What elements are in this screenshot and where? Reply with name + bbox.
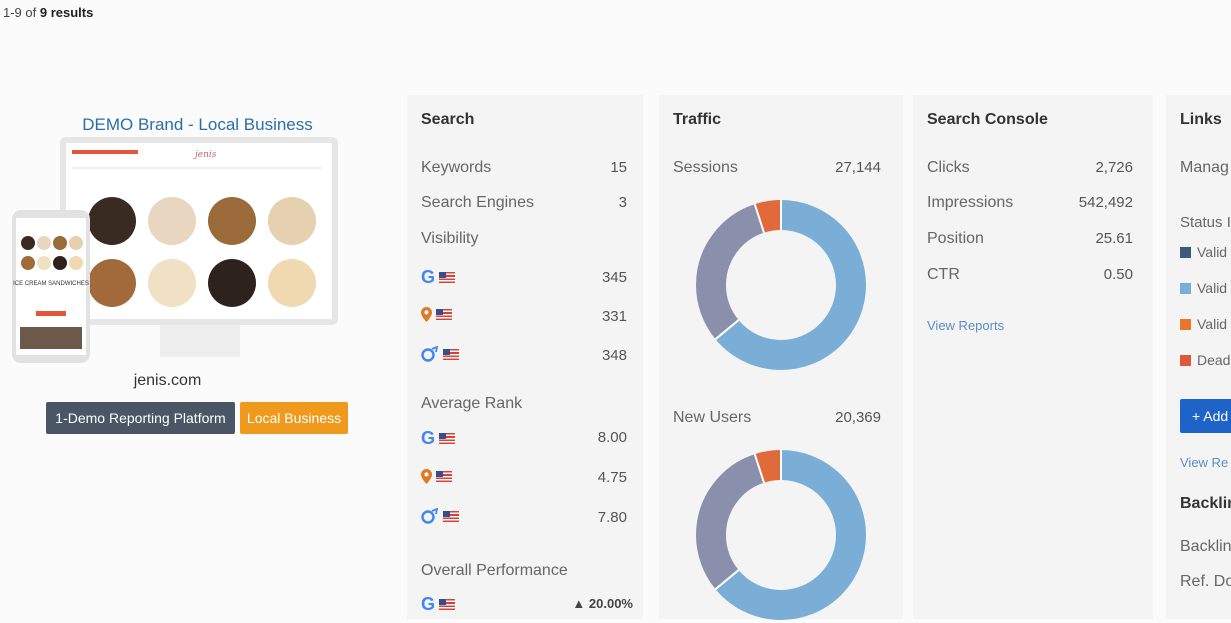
legend-swatch: [1180, 318, 1191, 330]
add-link-button[interactable]: + Add: [1180, 399, 1231, 433]
impressions-value: 542,492: [1078, 194, 1133, 211]
legend-valid-1: Valid: [1180, 244, 1227, 260]
mockup-text: ICE CREAM SANDWICHES: [13, 281, 89, 287]
google-icon: G: [421, 428, 436, 448]
sessions-donut-separator: [714, 319, 740, 340]
search-panel: Search Keywords 15 Search Engines 3 Visi…: [407, 95, 643, 619]
legend-dead: Dead: [1180, 352, 1230, 368]
google-icon: G: [421, 267, 436, 287]
backlinks-title: Backlin: [1180, 495, 1231, 512]
view-reports-link[interactable]: View Reports: [927, 318, 1005, 333]
impressions-label: Impressions: [927, 194, 1014, 211]
brand-title-link[interactable]: DEMO Brand - Local Business: [82, 115, 313, 134]
tag-local-business[interactable]: Local Business: [240, 402, 348, 434]
new-users-label: New Users: [673, 409, 752, 426]
status-label: Status I: [1180, 214, 1231, 231]
visibility-maps-row: [421, 307, 452, 322]
rank-google-value: 8.00: [597, 429, 627, 446]
us-flag-icon: [439, 433, 456, 444]
search-engines-label: Search Engines: [421, 194, 534, 211]
visibility-google-row: G: [421, 267, 456, 288]
rank-mobile-value: 7.80: [597, 509, 627, 526]
svg-text:jenis: jenis: [193, 150, 217, 160]
keywords-label: Keywords: [421, 159, 492, 176]
ref-domains-label: Ref. Do: [1180, 573, 1231, 590]
visibility-google-value: 345: [601, 269, 627, 286]
overall-performance-label: Overall Performance: [421, 562, 568, 579]
google-mobile-icon: [421, 346, 439, 362]
sessions-donut-segment-2[interactable]: [696, 200, 866, 370]
sessions-value: 27,144: [835, 159, 881, 176]
rank-maps-value: 4.75: [597, 469, 627, 486]
ctr-label: CTR: [927, 266, 960, 283]
google-icon: G: [421, 594, 436, 614]
sessions-donut-separator: [753, 203, 765, 234]
legend-swatch: [1180, 246, 1191, 258]
average-rank-label: Average Rank: [421, 395, 523, 412]
new-users-donut-separator: [753, 453, 765, 484]
us-flag-icon: [443, 348, 459, 360]
overall-performance-value: ▲ 20.00%: [572, 596, 633, 611]
legend-valid-3: Valid: [1180, 316, 1227, 332]
search-console-panel: Search Console Clicks 2,726 Impressions …: [913, 95, 1153, 619]
tag-reporting-platform[interactable]: 1-Demo Reporting Platform: [46, 402, 235, 434]
us-flag-icon: [436, 471, 452, 482]
clicks-value: 2,726: [1095, 159, 1133, 176]
new-users-value: 20,369: [835, 409, 881, 426]
backlinks-label: Backlin: [1180, 538, 1231, 555]
new-users-donut-chart[interactable]: [693, 447, 869, 623]
us-flag-icon: [439, 272, 456, 283]
manage-link[interactable]: Manag: [1180, 159, 1229, 176]
visibility-mobile-row: [421, 346, 459, 362]
map-pin-icon: [421, 307, 432, 322]
sessions-donut-chart[interactable]: [693, 197, 869, 373]
sessions-label: Sessions: [673, 159, 738, 176]
traffic-title: Traffic: [673, 111, 722, 128]
legend-valid-2: Valid: [1180, 280, 1227, 296]
new-users-donut-segment-2[interactable]: [696, 450, 866, 620]
us-flag-icon: [439, 599, 456, 610]
clicks-label: Clicks: [927, 159, 970, 176]
brand-domain: jenis.com: [133, 372, 202, 389]
legend-swatch: [1180, 354, 1191, 366]
rank-google-row: G: [421, 428, 456, 449]
website-mockup-image[interactable]: jenis ICE CREAM SANDWICHES: [10, 135, 340, 365]
visibility-mobile-value: 348: [601, 347, 627, 364]
map-pin-icon: [421, 469, 432, 484]
position-value: 25.61: [1095, 230, 1133, 247]
us-flag-icon: [443, 510, 459, 522]
overall-google-row: G: [421, 594, 456, 615]
visibility-maps-value: 331: [601, 308, 627, 325]
traffic-panel: Traffic Sessions 27,144 New Users 20,369: [659, 95, 903, 620]
rank-maps-row: [421, 469, 452, 484]
links-panel: Links Manag Status I Valid Valid Valid D…: [1166, 95, 1231, 619]
legend-swatch: [1180, 282, 1191, 294]
visibility-label: Visibility: [421, 230, 479, 247]
us-flag-icon: [436, 309, 452, 320]
position-label: Position: [927, 230, 984, 247]
search-console-title: Search Console: [927, 111, 1048, 128]
results-count: 1-9 of 9 results: [3, 5, 94, 20]
links-title: Links: [1180, 111, 1222, 128]
search-title: Search: [421, 111, 475, 128]
rank-mobile-row: [421, 508, 459, 524]
new-users-donut-separator: [714, 569, 740, 590]
keywords-value: 15: [610, 159, 627, 176]
ctr-value: 0.50: [1103, 266, 1133, 283]
view-reports-link[interactable]: View Re: [1180, 455, 1229, 470]
search-engines-value: 3: [618, 194, 627, 211]
google-mobile-icon: [421, 508, 439, 524]
